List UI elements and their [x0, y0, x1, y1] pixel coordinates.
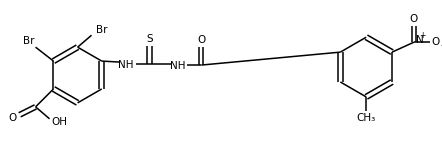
- Text: N: N: [416, 35, 424, 45]
- Text: O: O: [197, 35, 206, 45]
- Text: -: -: [440, 40, 442, 50]
- Text: OH: OH: [51, 117, 68, 127]
- Text: O: O: [432, 37, 440, 47]
- Text: CH₃: CH₃: [357, 113, 376, 123]
- Text: Br: Br: [96, 25, 107, 35]
- Text: +: +: [419, 31, 425, 40]
- Text: O: O: [410, 14, 418, 24]
- Text: Br: Br: [23, 36, 34, 46]
- Text: S: S: [146, 34, 153, 44]
- Text: NH: NH: [170, 61, 185, 71]
- Text: O: O: [8, 113, 17, 123]
- Text: NH: NH: [118, 60, 133, 70]
